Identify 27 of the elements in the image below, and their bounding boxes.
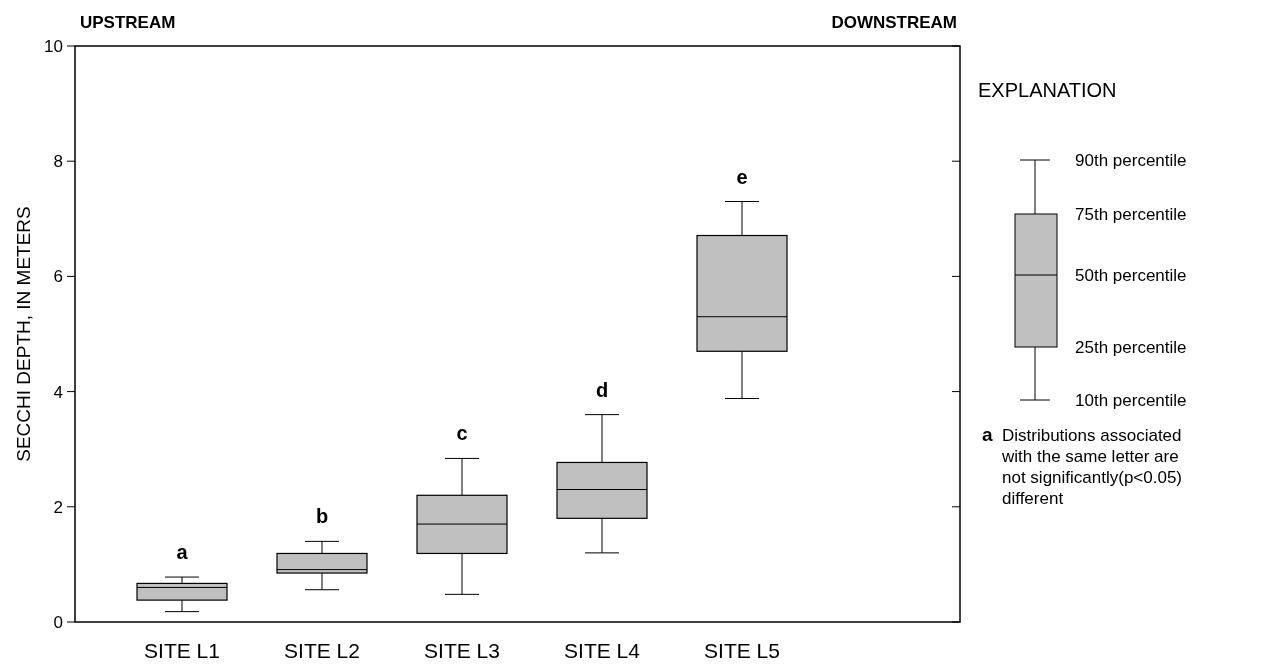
annotation: d	[595, 378, 609, 401]
text: DOWNSTREAM	[831, 13, 957, 32]
text: a	[982, 424, 993, 445]
text: 50th percentile	[1075, 265, 1187, 285]
y-tick-label: 2	[53, 497, 63, 517]
y-axis-title: SECCHI DEPTH, IN METERS	[13, 206, 34, 462]
x-tick-label: SITE L1	[144, 639, 220, 662]
annotation: e	[736, 165, 748, 188]
x-tick-label: SITE L4	[564, 639, 641, 662]
x-tick-label: SITE L3	[424, 639, 500, 662]
text: 75th percentile	[1075, 204, 1187, 224]
text: UPSTREAM	[80, 13, 176, 32]
y-tick-label: 6	[53, 267, 63, 287]
y-tick-label: 0	[53, 612, 63, 632]
x-tick-label: SITE L2	[284, 639, 360, 662]
text: Distributions associated with the same letter are not significantly(p<0.05) different	[1001, 426, 1183, 508]
text: 25th percentile	[1075, 337, 1187, 357]
annotation: b	[315, 505, 329, 528]
y-tick-label: 4	[53, 382, 63, 402]
annotation: c	[456, 422, 468, 445]
x-tick-label: SITE L5	[704, 639, 780, 662]
annotation: a	[176, 541, 189, 564]
text: EXPLANATION	[978, 79, 1117, 101]
text: 10th percentile	[1075, 390, 1187, 410]
y-tick-label: 10	[44, 36, 63, 56]
y-tick-label: 8	[53, 152, 63, 172]
text: 90th percentile	[1075, 150, 1187, 170]
